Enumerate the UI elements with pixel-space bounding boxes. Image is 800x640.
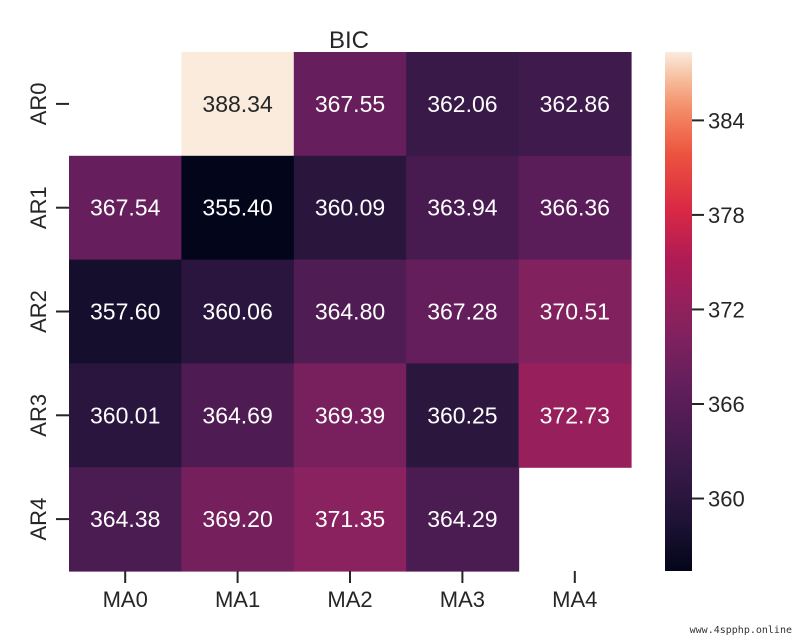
heatmap-cell	[181, 259, 295, 364]
cell-value-label: 364.29	[427, 506, 497, 532]
x-tick-label: MA1	[215, 587, 260, 612]
cell-value-label: 357.60	[90, 299, 160, 325]
y-tick-label: AR3	[26, 394, 51, 437]
heatmap-cell	[69, 467, 182, 572]
cell-value-label: 360.01	[90, 402, 160, 428]
cell-value-label: 362.06	[427, 91, 497, 117]
heatmap-cell	[181, 155, 295, 261]
heatmap-cell	[518, 155, 632, 261]
cell-value-label: 360.06	[202, 299, 272, 325]
heatmap-cell	[69, 155, 182, 261]
heatmap-cell	[69, 363, 182, 468]
cell-value-label: 370.51	[540, 299, 610, 325]
y-tick-label: AR1	[26, 186, 51, 229]
x-tick-label: MA2	[327, 587, 372, 612]
cell-value-label: 369.39	[315, 402, 385, 428]
heatmap-cell	[518, 52, 632, 157]
colorbar: 360 366 372 378 384	[665, 52, 745, 571]
cell-value-label: 369.20	[202, 506, 272, 532]
cell-value-label: 364.38	[90, 506, 160, 532]
heatmap-cell	[181, 363, 295, 468]
heatmap-cell	[69, 259, 182, 364]
cell-value-label: 363.94	[427, 195, 498, 221]
heatmap-cell	[293, 363, 407, 468]
watermark: www.4spphp.online	[689, 625, 792, 636]
cell-value-label: 364.69	[202, 402, 272, 428]
heatmap-cells: 388.34 367.55 362.06 362.86 367.54 355.40 360.…	[69, 52, 632, 572]
heatmap-cell	[293, 467, 407, 572]
chart-title: BIC	[329, 27, 369, 54]
colorbar-tick-label: 384	[708, 108, 745, 133]
x-tick-label: MA3	[440, 587, 485, 612]
x-tick-label: MA0	[103, 587, 148, 612]
colorbar-gradient	[665, 52, 692, 571]
heatmap-cell	[293, 155, 407, 261]
heatmap-cell	[406, 363, 520, 468]
colorbar-tick-label: 372	[708, 297, 745, 322]
colorbar-tick-label: 360	[708, 487, 745, 512]
heatmap-cell	[293, 52, 407, 157]
cell-value-label: 366.36	[540, 195, 610, 221]
x-tick-label: MA4	[552, 587, 597, 612]
cell-value-label: 367.28	[427, 299, 497, 325]
colorbar-tick-label: 366	[708, 392, 745, 417]
cell-value-label: 372.73	[540, 402, 610, 428]
heatmap-cell	[406, 52, 520, 157]
cell-value-label: 371.35	[315, 506, 385, 532]
heatmap-cell	[406, 155, 520, 261]
heatmap-cell	[406, 259, 520, 364]
heatmap-cell	[518, 363, 632, 468]
cell-value-label: 364.80	[315, 299, 385, 325]
heatmap-cell	[293, 259, 407, 364]
y-tick-label: AR4	[26, 498, 51, 541]
cell-value-label: 360.09	[315, 195, 385, 221]
heatmap-cell	[406, 467, 520, 572]
colorbar-ticks: 360 366 372 378 384	[692, 108, 745, 512]
heatmap-cell	[181, 52, 295, 157]
y-tick-label: AR0	[26, 83, 51, 126]
heatmap-cell	[181, 467, 295, 572]
cell-value-label: 367.55	[315, 91, 385, 117]
heatmap-cell	[518, 259, 632, 364]
y-axis: AR0 AR1 AR2 AR3 AR4	[26, 83, 69, 541]
cell-value-label: 355.40	[202, 195, 272, 221]
colorbar-tick-label: 378	[708, 203, 745, 228]
cell-value-label: 360.25	[427, 402, 497, 428]
cell-value-label: 362.86	[540, 91, 610, 117]
y-tick-label: AR2	[26, 290, 51, 333]
cell-value-label: 388.34	[202, 91, 273, 117]
x-axis: MA0 MA1 MA2 MA3 MA4	[103, 571, 597, 612]
cell-value-label: 367.54	[90, 195, 161, 221]
